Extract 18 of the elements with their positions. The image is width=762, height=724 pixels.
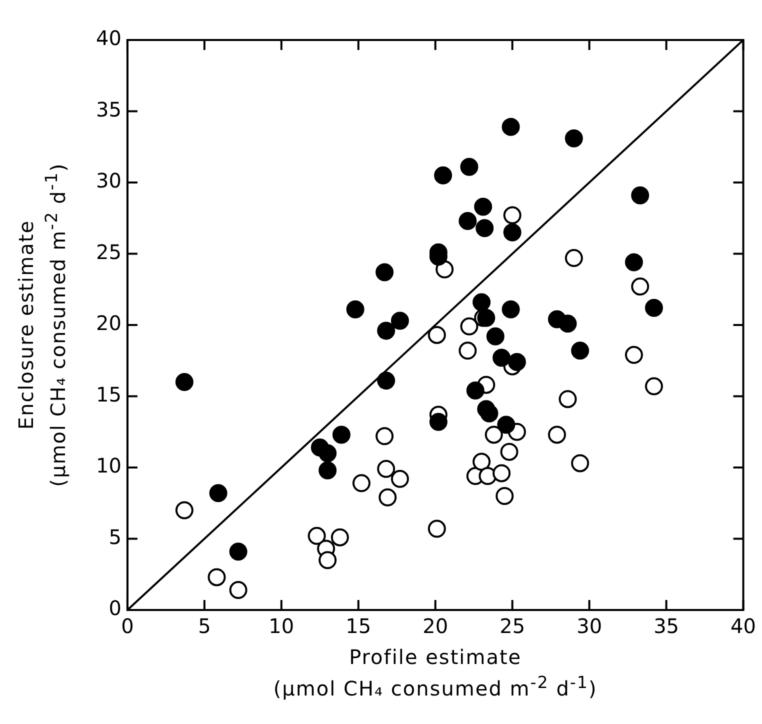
y-tick-label: 0 xyxy=(108,596,122,620)
x-tick-label: 40 xyxy=(730,614,756,638)
x-tick-label: 10 xyxy=(268,614,294,638)
y-tick-label: 25 xyxy=(96,240,122,264)
y-tick-label: 20 xyxy=(96,311,122,336)
y-tick-label: 5 xyxy=(108,524,122,549)
y-tick-label: 40 xyxy=(96,26,122,50)
x-tick-label: 35 xyxy=(654,614,680,638)
x-tick-label: 30 xyxy=(576,614,602,638)
x-tick-label: 5 xyxy=(198,614,211,638)
x-axis-title: Profile estimate (μmol CH₄ consumed m$^{-2}$ d$^{-1}$) xyxy=(273,644,598,702)
y-tick-label: 35 xyxy=(96,97,122,122)
x-tick-label: 15 xyxy=(346,614,372,638)
x-tick-label: 25 xyxy=(500,614,526,638)
x-tick-label: 20 xyxy=(422,614,448,638)
y-tick-label: 15 xyxy=(96,382,122,406)
y-tick-label: 10 xyxy=(96,454,122,478)
y-tick-label: 30 xyxy=(96,168,122,193)
